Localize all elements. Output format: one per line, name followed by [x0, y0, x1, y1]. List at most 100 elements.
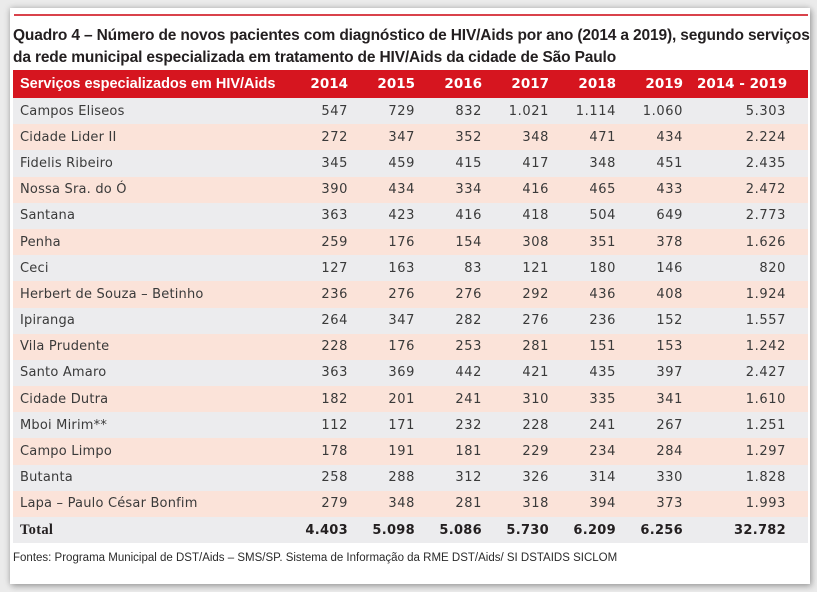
header-2015: 2015 [377, 76, 415, 92]
cell-2014: 112 [321, 417, 348, 433]
cell-2019: 152 [656, 313, 683, 329]
cell-2015: 729 [388, 103, 415, 119]
table-row: Vila Prudente 228 176 253 281 151 153 1.242 [13, 333, 808, 360]
cell-2017: 121 [522, 260, 549, 276]
cell-2019: 330 [656, 470, 683, 486]
total-2018: 6.209 [573, 522, 616, 538]
cell-2017: 310 [522, 391, 549, 407]
cell-total-period: 2.224 [745, 129, 786, 145]
cell-total-period: 1.251 [745, 417, 786, 433]
cell-service-name: Lapa – Paulo César Bonfim [20, 496, 198, 512]
cell-2014: 258 [321, 470, 348, 486]
cell-2017: 1.021 [508, 103, 549, 119]
cell-2016: 253 [455, 339, 482, 355]
cell-2017: 308 [522, 234, 549, 250]
cell-2016: 276 [455, 286, 482, 302]
total-2017: 5.730 [506, 522, 549, 538]
cell-service-name: Santana [20, 208, 76, 224]
cell-2017: 348 [522, 129, 549, 145]
cell-service-name: Fidelis Ribeiro [20, 155, 114, 171]
cell-2018: 351 [589, 234, 616, 250]
cell-total-period: 2.472 [745, 182, 786, 198]
source-footnote: Fontes: Programa Municipal de DST/Aids –… [13, 552, 618, 564]
cell-2014: 363 [321, 365, 348, 381]
cell-2017: 326 [522, 470, 549, 486]
cell-2015: 347 [388, 313, 415, 329]
cell-total-period: 1.557 [745, 313, 786, 329]
cell-2018: 335 [589, 391, 616, 407]
cell-total-period: 2.427 [745, 365, 786, 381]
table-row: Cidade Dutra 182 201 241 310 335 341 1.610 [13, 386, 808, 413]
cell-2017: 418 [522, 208, 549, 224]
table-row: Campo Limpo 178 191 181 229 234 284 1.297 [13, 438, 808, 465]
cell-total-period: 1.242 [745, 339, 786, 355]
table-row: Ipiranga 264 347 282 276 236 152 1.557 [13, 307, 808, 334]
cell-service-name: Herbert de Souza – Betinho [20, 286, 204, 302]
cell-service-name: Vila Prudente [20, 339, 110, 355]
cell-2017: 228 [522, 417, 549, 433]
cell-2014: 547 [321, 103, 348, 119]
cell-2015: 347 [388, 129, 415, 145]
cell-2019: 373 [656, 496, 683, 512]
cell-2019: 408 [656, 286, 683, 302]
cell-service-name: Nossa Sra. do Ó [20, 182, 127, 198]
cell-2016: 334 [455, 182, 482, 198]
cell-2017: 318 [522, 496, 549, 512]
cell-service-name: Ipiranga [20, 313, 76, 329]
cell-2017: 292 [522, 286, 549, 302]
cell-2018: 236 [589, 313, 616, 329]
cell-service-name: Mboi Mirim** [20, 417, 108, 433]
cell-2016: 241 [455, 391, 482, 407]
cell-service-name: Campo Limpo [20, 444, 112, 460]
cell-2014: 228 [321, 339, 348, 355]
table-row: Butanta 258 288 312 326 314 330 1.828 [13, 464, 808, 491]
cell-2019: 451 [656, 155, 683, 171]
cell-2019: 433 [656, 182, 683, 198]
document-card: Quadro 4 – Número de novos pacientes com… [10, 8, 810, 584]
cell-2015: 348 [388, 496, 415, 512]
cell-total-period: 2.435 [745, 155, 786, 171]
header-2017: 2017 [511, 76, 549, 92]
header-2018: 2018 [578, 76, 616, 92]
cell-2019: 1.060 [642, 103, 683, 119]
cell-2015: 459 [388, 155, 415, 171]
cell-total-period: 1.828 [745, 470, 786, 486]
cell-2018: 436 [589, 286, 616, 302]
cell-2016: 232 [455, 417, 482, 433]
cell-2018: 435 [589, 365, 616, 381]
cell-total-period: 5.303 [745, 103, 786, 119]
cell-2015: 176 [388, 234, 415, 250]
cell-2018: 504 [589, 208, 616, 224]
cell-2017: 417 [522, 155, 549, 171]
cell-2015: 434 [388, 182, 415, 198]
cell-service-name: Santo Amaro [20, 365, 107, 381]
cell-2016: 282 [455, 313, 482, 329]
cell-service-name: Campos Eliseos [20, 103, 125, 119]
cell-2018: 394 [589, 496, 616, 512]
cell-2015: 171 [388, 417, 415, 433]
header-2014: 2014 [310, 76, 348, 92]
cell-2019: 267 [656, 417, 683, 433]
table-row: Penha 259 176 154 308 351 378 1.626 [13, 228, 808, 256]
cell-2018: 348 [589, 155, 616, 171]
cell-service-name: Penha [20, 234, 61, 250]
cell-2015: 201 [388, 391, 415, 407]
cell-2019: 146 [656, 260, 683, 276]
table-row: Mboi Mirim** 112 171 232 228 241 267 1.251 [13, 412, 808, 439]
table-row: Fidelis Ribeiro 345 459 415 417 348 451 2.435 [13, 150, 808, 177]
cell-2015: 176 [388, 339, 415, 355]
cell-2017: 421 [522, 365, 549, 381]
header-service: Serviços especializados em HIV/Aids [20, 76, 276, 92]
cell-2015: 163 [388, 260, 415, 276]
cell-2017: 281 [522, 339, 549, 355]
total-total-period: 32.782 [734, 522, 786, 538]
cell-2016: 83 [464, 260, 482, 276]
cell-2016: 281 [455, 496, 482, 512]
total-row: Total 4.403 5.098 5.086 5.730 6.209 6.256 32.78… [13, 517, 808, 544]
cell-service-name: Butanta [20, 470, 73, 486]
cell-2015: 423 [388, 208, 415, 224]
cell-2014: 279 [321, 496, 348, 512]
cell-2018: 234 [589, 444, 616, 460]
cell-2014: 345 [321, 155, 348, 171]
cell-2018: 471 [589, 129, 616, 145]
